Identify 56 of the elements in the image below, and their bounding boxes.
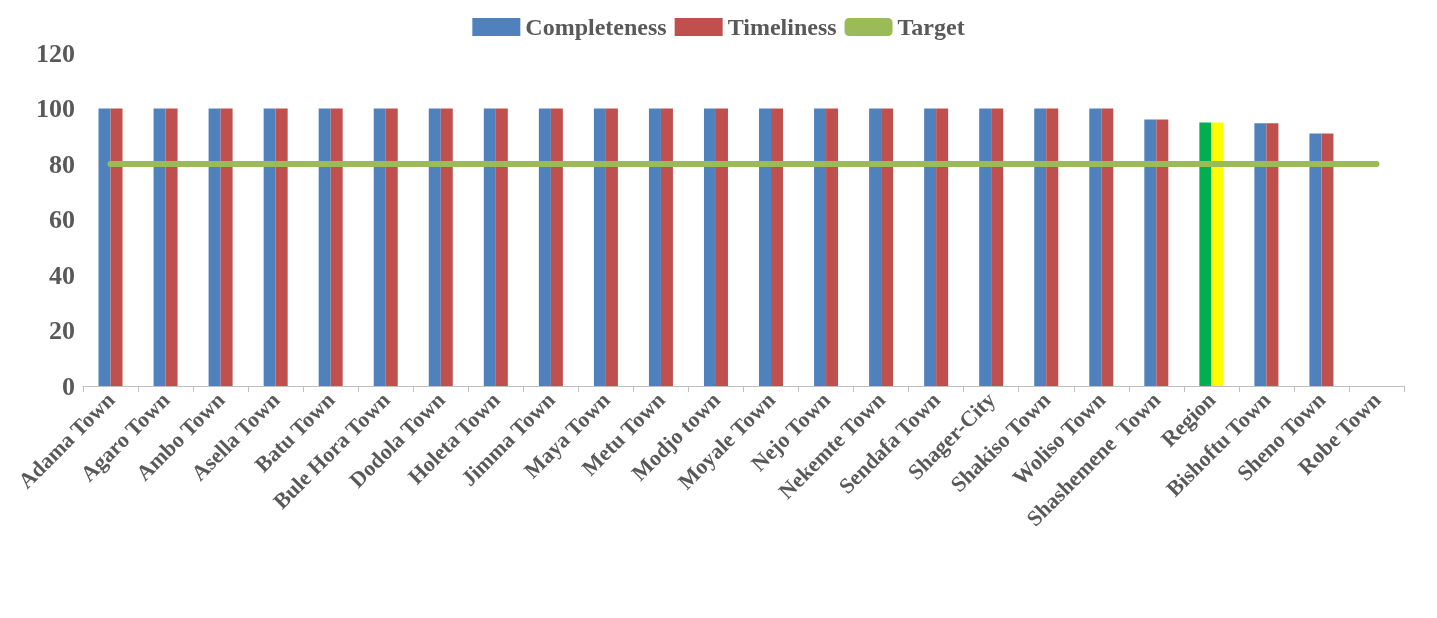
bar (1034, 108, 1047, 386)
bar (715, 108, 728, 386)
bar (318, 108, 331, 386)
bar (165, 108, 178, 386)
bar (771, 108, 784, 386)
y-tick-label: 0 (62, 371, 75, 401)
y-tick-label: 60 (49, 205, 75, 234)
bar (703, 108, 716, 386)
bar (814, 108, 827, 386)
bar (991, 108, 1004, 386)
bar (1199, 122, 1212, 386)
bar (1309, 133, 1322, 386)
y-tick-label: 40 (49, 260, 75, 290)
bar (1211, 122, 1224, 386)
bar (979, 108, 992, 386)
legend-label: Timeliness (727, 14, 837, 40)
bar (660, 108, 673, 386)
bar (881, 108, 894, 386)
bar (483, 108, 496, 386)
bar (1046, 108, 1059, 386)
bar (428, 108, 441, 386)
bar (1266, 123, 1279, 386)
bar (1156, 119, 1169, 386)
bar (385, 108, 398, 386)
bar (495, 108, 508, 386)
bar (826, 108, 839, 386)
bar (110, 108, 123, 386)
bar (605, 108, 618, 386)
y-tick-label: 80 (49, 149, 75, 179)
bar (220, 108, 233, 386)
bar (1101, 108, 1114, 386)
bar (1254, 123, 1267, 386)
bar (275, 108, 288, 386)
bar (759, 108, 772, 386)
bar (263, 108, 276, 386)
bar (373, 108, 386, 386)
bar (869, 108, 882, 386)
bar (98, 108, 111, 386)
bar (936, 108, 949, 386)
legend-label: Target (897, 14, 965, 40)
y-tick-label: 120 (36, 38, 75, 68)
bar (538, 108, 551, 386)
legend-label: Completeness (525, 14, 667, 40)
bar (153, 108, 166, 386)
y-tick-label: 100 (36, 94, 75, 123)
bar (550, 108, 563, 386)
bar (1144, 119, 1157, 386)
bar (593, 108, 606, 386)
bar (1321, 133, 1334, 386)
bar (440, 108, 453, 386)
bar (208, 108, 221, 386)
bar (330, 108, 343, 386)
bar (648, 108, 661, 386)
bar (924, 108, 937, 386)
y-tick-label: 20 (49, 316, 75, 345)
bar (1089, 108, 1102, 386)
